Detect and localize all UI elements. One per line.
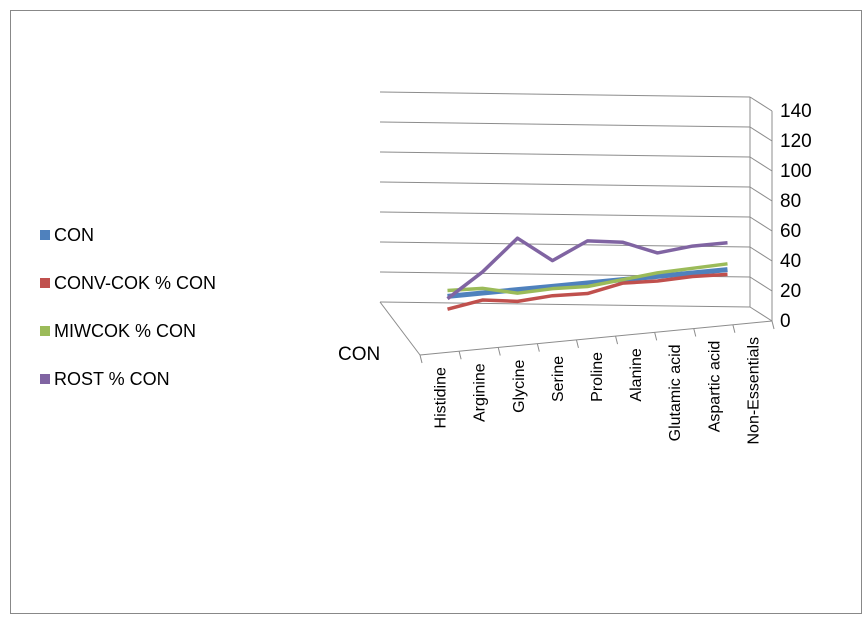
y-tick-label: 20 — [780, 281, 801, 302]
y-tick-label: 40 — [780, 251, 801, 272]
gridline — [379, 151, 751, 158]
gridline — [379, 121, 751, 128]
category-tick — [575, 339, 579, 349]
category-label: Arginine — [472, 363, 489, 422]
legend: CON CONV-COK % CON MIWCOK % CON ROST % CON — [40, 225, 216, 389]
series-line — [447, 272, 728, 311]
y-tick-label: 0 — [780, 311, 791, 332]
legend-swatch — [40, 326, 50, 336]
category-labels: Histidine Arginine Glycine Serine Proline Ala… — [433, 337, 763, 445]
category-tick — [419, 354, 423, 364]
category-tick — [693, 328, 697, 337]
legend-label: MIWCOK % CON — [54, 321, 196, 341]
category-tick — [615, 335, 619, 345]
side-gridline — [749, 156, 773, 172]
y-tick-label: 100 — [780, 161, 812, 182]
side-gridline — [749, 276, 773, 292]
y-tick-labels: 0 20 40 60 80 100 120 140 — [780, 101, 812, 332]
legend-item: ROST % CON — [40, 369, 170, 389]
side-gridline — [749, 306, 773, 322]
gridline — [379, 181, 751, 188]
side-gridline — [749, 186, 773, 202]
y-tick-label: 60 — [780, 221, 801, 242]
category-tick — [536, 343, 540, 352]
category-label: Histidine — [433, 367, 450, 428]
gridline — [379, 91, 751, 98]
series-line — [447, 267, 728, 299]
chart-svg: 0 20 40 60 80 100 120 140 Histidine Arginine Glyc… — [10, 10, 862, 614]
legend-label: CONV-COK % CON — [54, 273, 216, 293]
category-tick — [458, 351, 462, 360]
series-line — [446, 236, 728, 301]
category-tick — [732, 324, 736, 333]
side-gridline — [749, 96, 773, 112]
legend-label: CON — [54, 225, 94, 245]
series-line — [447, 262, 728, 295]
category-label: Glycine — [511, 359, 528, 412]
gridlines — [379, 91, 773, 322]
series-lines — [446, 236, 728, 311]
y-tick-label: 120 — [780, 131, 812, 152]
legend-swatch — [40, 374, 50, 384]
legend-swatch — [40, 230, 50, 240]
floor-front-edge — [419, 320, 773, 356]
side-gridline — [749, 246, 773, 262]
y-tick-label: 140 — [780, 101, 812, 122]
category-tick — [497, 347, 501, 356]
axes — [379, 97, 775, 364]
category-label: Non-Essentials — [745, 337, 762, 445]
depth-axis-label: CON — [338, 344, 380, 365]
floor-left-edge — [379, 301, 421, 356]
legend-item: MIWCOK % CON — [40, 321, 196, 341]
legend-label: ROST % CON — [54, 369, 170, 389]
gridline — [379, 211, 751, 218]
y-tick-label: 80 — [780, 191, 801, 212]
category-label: Alanine — [628, 348, 645, 401]
side-gridline — [749, 126, 773, 142]
category-tick — [771, 320, 775, 330]
legend-item: CON — [40, 225, 94, 245]
category-label: Aspartic acid — [706, 341, 723, 433]
category-tick — [654, 332, 658, 341]
category-label: Proline — [589, 352, 606, 402]
gridline — [379, 301, 751, 308]
chart-area: 0 20 40 60 80 100 120 140 Histidine Arginine Glyc… — [10, 10, 862, 614]
side-gridline — [749, 216, 773, 232]
legend-item: CONV-COK % CON — [40, 273, 216, 293]
legend-swatch — [40, 278, 50, 288]
category-label: Serine — [550, 356, 567, 402]
category-label: Glutamic acid — [667, 344, 684, 441]
chart-border — [10, 10, 862, 614]
